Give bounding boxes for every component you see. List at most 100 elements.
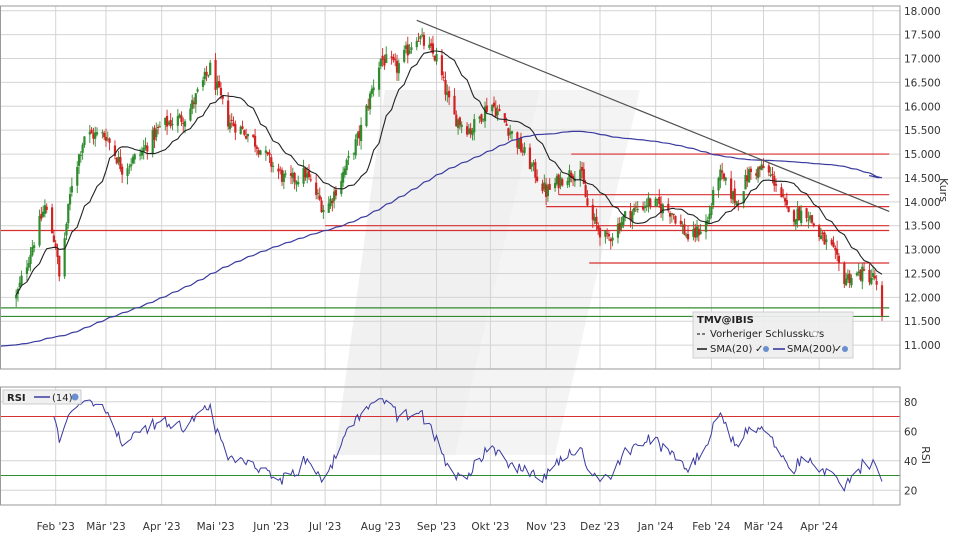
candle-body bbox=[139, 154, 142, 156]
sma20-settings-icon[interactable] bbox=[763, 346, 769, 352]
price-tick-label: 14.000 bbox=[904, 197, 941, 209]
candle-body bbox=[153, 127, 156, 140]
candle-body bbox=[209, 62, 212, 76]
candle-body bbox=[609, 239, 612, 242]
candle-body bbox=[724, 177, 727, 181]
candle-body bbox=[672, 213, 675, 216]
candle-body bbox=[390, 56, 393, 58]
candle-body bbox=[192, 102, 196, 104]
candle-body bbox=[239, 126, 242, 135]
sma20-check-icon[interactable]: ✓ bbox=[755, 344, 763, 355]
candle-body bbox=[56, 248, 59, 257]
candle-body bbox=[748, 169, 751, 183]
rsi-tick-label: 60 bbox=[904, 426, 917, 438]
candle-body bbox=[121, 166, 124, 175]
candle-body bbox=[345, 159, 348, 171]
candle-body bbox=[255, 146, 258, 149]
axes: 18.000 17.500 17.000 16.500 16.000 15.500 15.0… bbox=[0, 5, 950, 533]
candle-body bbox=[417, 40, 420, 42]
candle-body bbox=[568, 170, 571, 183]
candle-body bbox=[532, 162, 535, 165]
candle-body bbox=[108, 138, 111, 143]
candle-body bbox=[29, 254, 32, 264]
candle-body bbox=[68, 194, 72, 205]
candle-body bbox=[191, 100, 194, 109]
candle-body bbox=[800, 210, 803, 224]
candle-body bbox=[381, 55, 384, 60]
candle-body bbox=[584, 185, 587, 197]
candle-body bbox=[322, 209, 325, 213]
candle-body bbox=[469, 128, 472, 134]
moving-averages bbox=[0, 50, 883, 347]
candle-body bbox=[431, 43, 435, 54]
rsi-settings-icon[interactable] bbox=[71, 393, 79, 401]
candle-body bbox=[580, 166, 584, 171]
candle-body bbox=[40, 213, 43, 219]
x-tick-label: Mai '23 bbox=[197, 521, 235, 533]
x-tick-label: Feb '23 bbox=[37, 521, 75, 533]
candle-body bbox=[546, 185, 550, 197]
legend-sma20: SMA(20) bbox=[710, 344, 752, 355]
candle-body bbox=[280, 170, 284, 182]
candle-body bbox=[259, 150, 262, 155]
x-tick-label: Jul '23 bbox=[308, 521, 341, 533]
candle-body bbox=[18, 282, 21, 288]
prev-close-toggle-icon[interactable] bbox=[812, 331, 818, 337]
candle-body bbox=[604, 230, 607, 237]
candle-body bbox=[442, 76, 445, 78]
candle-body bbox=[465, 126, 469, 135]
candle-body bbox=[94, 132, 97, 139]
candle-body bbox=[433, 55, 436, 61]
candle-body bbox=[685, 234, 688, 237]
candle-body bbox=[561, 179, 564, 186]
candle-body bbox=[805, 208, 808, 219]
price-tick-label: 12.500 bbox=[904, 268, 941, 280]
candle-body bbox=[228, 122, 232, 130]
candle-body bbox=[794, 219, 797, 225]
candle-body bbox=[534, 162, 537, 178]
candle-body bbox=[783, 198, 787, 202]
candle-body bbox=[315, 182, 318, 195]
candle-body bbox=[252, 134, 255, 137]
candle-body bbox=[297, 182, 300, 185]
sma200-check-icon[interactable]: ✓ bbox=[834, 344, 842, 355]
candle-body bbox=[151, 130, 154, 155]
candle-body bbox=[825, 239, 828, 243]
candle-body bbox=[679, 220, 682, 225]
candle-body bbox=[579, 169, 582, 181]
candle-body bbox=[257, 150, 260, 155]
candle-body bbox=[633, 208, 636, 212]
candle-body bbox=[101, 132, 104, 134]
candle-body bbox=[810, 215, 814, 223]
candle-body bbox=[279, 169, 282, 171]
candle-body bbox=[543, 182, 546, 190]
candle-body bbox=[505, 123, 508, 126]
rsi-legend-name: RSI bbox=[7, 393, 26, 404]
candle-body bbox=[473, 119, 476, 133]
candle-body bbox=[642, 206, 645, 210]
candle-body bbox=[253, 135, 257, 147]
candle-body bbox=[668, 212, 672, 217]
candle-body bbox=[771, 174, 774, 176]
price-tick-label: 17.000 bbox=[904, 54, 941, 66]
candle-body bbox=[178, 114, 181, 118]
candle-body bbox=[167, 122, 170, 125]
candle-body bbox=[624, 211, 627, 217]
candle-body bbox=[103, 132, 106, 138]
candle-body bbox=[343, 168, 347, 175]
candle-body bbox=[496, 111, 499, 116]
sma200-settings-icon[interactable] bbox=[842, 346, 848, 352]
candle-body bbox=[787, 206, 790, 212]
rsi-panel bbox=[0, 398, 900, 492]
candle-body bbox=[658, 197, 661, 205]
candle-body bbox=[731, 191, 735, 200]
candle-body bbox=[721, 170, 724, 173]
candle-body bbox=[270, 157, 273, 167]
candle-body bbox=[670, 213, 673, 215]
candle-body bbox=[704, 221, 708, 232]
candle-body bbox=[769, 174, 772, 176]
candle-body bbox=[227, 100, 230, 127]
candle-body bbox=[76, 166, 79, 186]
candle-body bbox=[631, 211, 634, 222]
